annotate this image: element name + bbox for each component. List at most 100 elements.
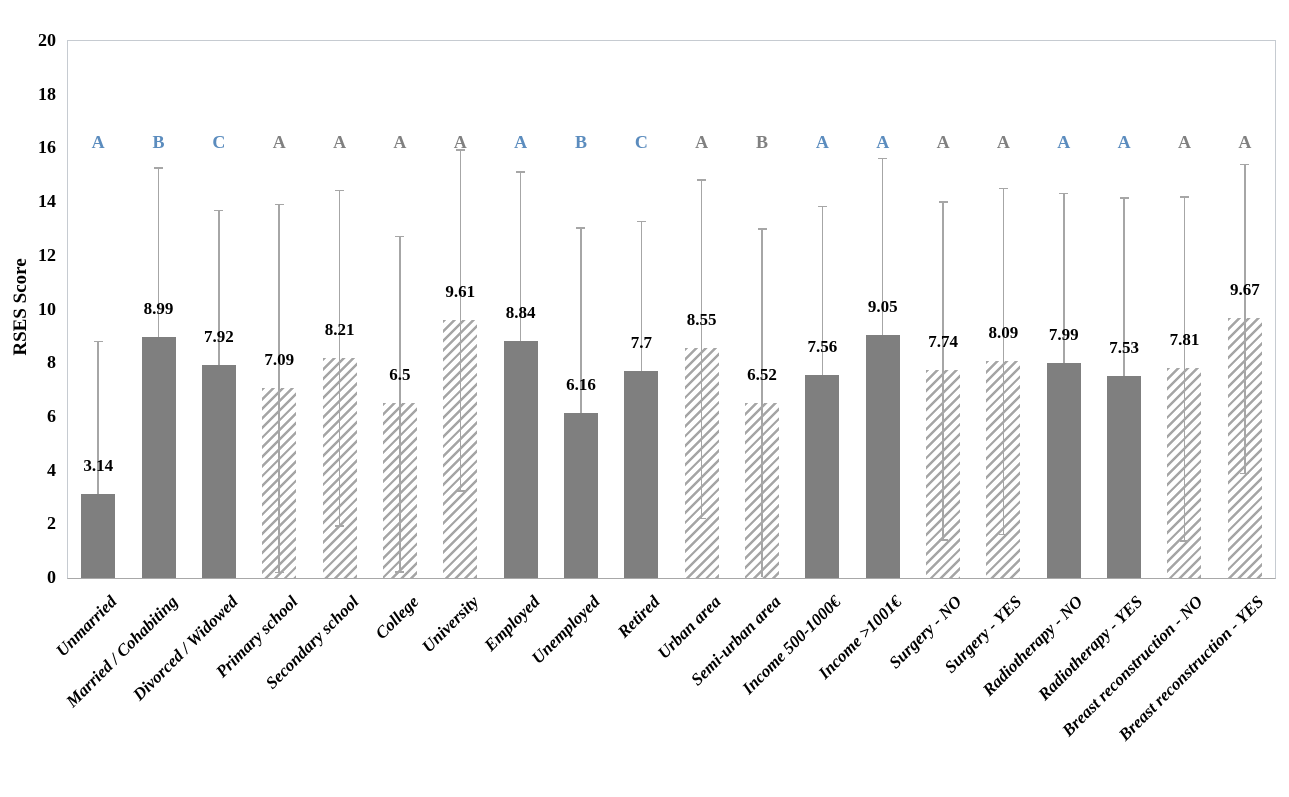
bar (141, 336, 176, 578)
error-bar-top-cap (455, 149, 465, 151)
value-label: 9.61 (445, 281, 476, 301)
error-bar (1244, 163, 1246, 473)
value-label: 7.7 (630, 333, 652, 353)
significance-letter: A (514, 132, 528, 152)
significance-letter: A (272, 132, 286, 152)
error-bar (761, 228, 763, 578)
bar (563, 412, 598, 578)
error-bar (459, 149, 462, 491)
error-bar (218, 209, 220, 366)
error-bar (821, 205, 824, 375)
y-tick-label: 12 (38, 244, 56, 265)
error-bar-bottom-cap (998, 533, 1008, 536)
value-label: 7.09 (264, 349, 295, 369)
bar (624, 371, 659, 578)
error-bar-top-cap (636, 220, 646, 223)
error-bar (700, 179, 703, 518)
error-bar (338, 189, 341, 526)
bar (1046, 363, 1081, 578)
significance-letter: A (1177, 132, 1191, 152)
y-tick-label: 14 (38, 191, 56, 212)
value-label: 9.05 (867, 297, 898, 317)
error-bar (881, 157, 884, 335)
error-bar-top-cap (878, 157, 888, 160)
error-bar-top-cap (1179, 196, 1189, 198)
value-label: 7.81 (1169, 330, 1200, 350)
value-label: 6.5 (389, 365, 411, 385)
error-bar (1123, 197, 1125, 376)
error-bar-top-cap (697, 179, 707, 181)
error-bar (1002, 187, 1005, 534)
error-bar (519, 171, 522, 341)
y-tick-label: 0 (47, 567, 56, 587)
error-bar-top-cap (938, 201, 948, 203)
bar (1107, 375, 1142, 578)
value-label: 6.16 (566, 374, 596, 394)
significance-letter: B (574, 132, 587, 152)
error-bar-bottom-cap (938, 539, 948, 541)
y-tick-label: 4 (47, 459, 56, 480)
significance-letter: A (1238, 132, 1252, 152)
error-bar (1183, 196, 1186, 541)
value-label: 3.14 (83, 455, 114, 475)
error-bar (157, 167, 160, 337)
significance-letter: A (876, 132, 890, 152)
significance-letter: B (756, 132, 769, 152)
significance-letter: A (815, 132, 829, 152)
error-bar (1063, 192, 1065, 364)
value-label: 9.67 (1229, 280, 1260, 300)
bar (81, 493, 116, 578)
y-tick-label: 2 (47, 513, 56, 534)
error-bar-bottom-cap (395, 571, 405, 573)
significance-letter: A (695, 132, 709, 152)
value-label: 7.56 (807, 337, 838, 357)
error-bar-bottom-cap (455, 490, 465, 492)
value-label: 7.92 (204, 327, 234, 347)
bar (805, 375, 840, 578)
y-tick-label: 6 (47, 405, 56, 426)
value-label: 8.09 (988, 322, 1019, 342)
error-bar-top-cap (154, 167, 164, 169)
error-bar (942, 201, 944, 540)
value-label: 8.21 (324, 319, 355, 339)
value-label: 8.55 (686, 310, 717, 330)
error-bar-top-cap (998, 187, 1008, 190)
significance-letter: A (393, 132, 407, 152)
error-bar-bottom-cap (697, 517, 707, 520)
error-bar-top-cap (1240, 163, 1250, 166)
value-label: 7.53 (1109, 337, 1139, 357)
bar (503, 340, 538, 578)
significance-letter: A (936, 132, 950, 152)
error-bar-bottom-cap (335, 525, 345, 527)
error-bar-top-cap (335, 189, 345, 192)
significance-letter: A (1057, 132, 1071, 152)
significance-letter: A (1117, 132, 1131, 152)
y-tick-label: 10 (38, 298, 56, 319)
error-bar (640, 220, 643, 372)
error-bar-top-cap (516, 171, 526, 173)
bar (201, 365, 236, 578)
value-label: 8.99 (143, 298, 174, 318)
error-bar-top-cap (274, 203, 284, 206)
error-bar-top-cap (395, 235, 405, 238)
value-label: 6.52 (747, 364, 777, 384)
significance-letter: A (996, 132, 1010, 152)
error-bar-top-cap (817, 205, 827, 208)
bar (865, 335, 900, 578)
error-bar (580, 227, 582, 413)
error-bar-bottom-cap (274, 571, 284, 574)
plot-area: 3.14 A 8.99 B 7.92 C 7.09 A 8.21 A 6.5 A 9.61 A 8.84 A 6… (67, 40, 1276, 579)
y-tick-label: 8 (47, 352, 56, 373)
value-label: 7.74 (928, 332, 958, 352)
error-bar-top-cap (576, 227, 586, 229)
significance-letter: C (212, 132, 226, 152)
error-bar (399, 235, 401, 572)
error-bar-bottom-cap (1240, 472, 1250, 475)
value-label: 8.84 (505, 302, 536, 322)
significance-letter: C (634, 132, 648, 152)
value-label: 7.99 (1048, 325, 1079, 345)
significance-letter: A (333, 132, 347, 152)
y-tick-label: 20 (38, 30, 56, 50)
significance-letter: A (91, 132, 105, 152)
